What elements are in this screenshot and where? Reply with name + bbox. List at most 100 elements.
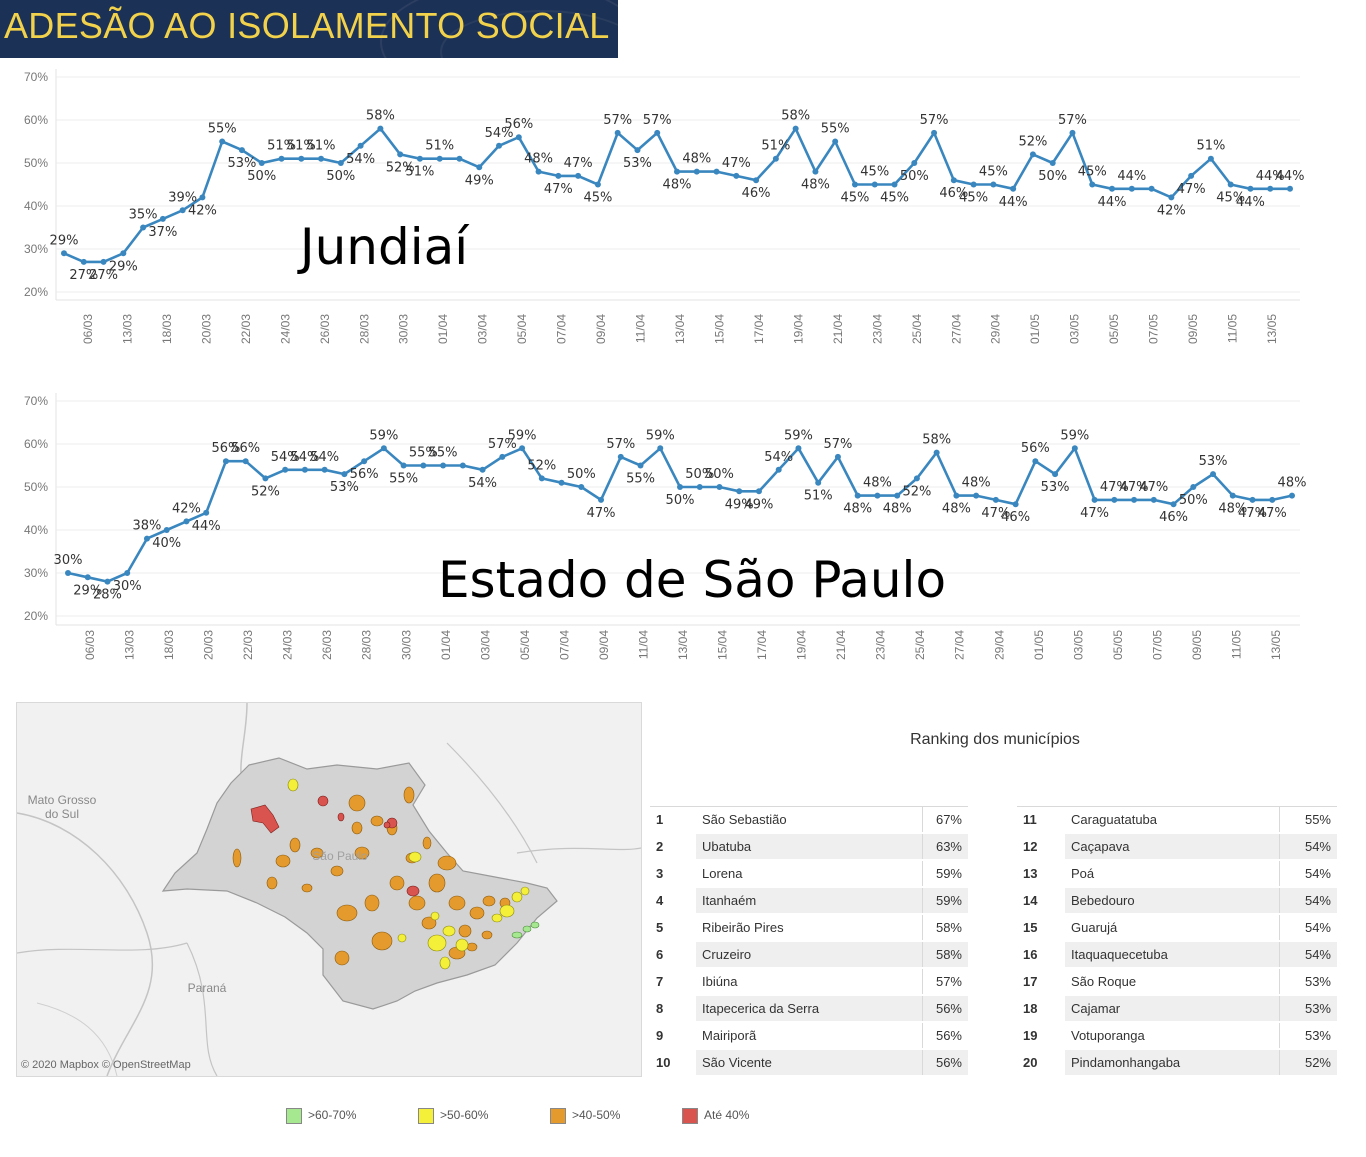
- ranking-percent: 52%: [1278, 1049, 1337, 1077]
- x-tick-label: 30/03: [397, 314, 411, 344]
- data-point: [970, 181, 977, 188]
- data-point: [634, 147, 641, 154]
- data-label: 51%: [761, 139, 790, 154]
- data-point: [1111, 496, 1118, 503]
- data-point: [100, 258, 107, 265]
- ranking-municipality: Itaquaquecetuba: [1065, 941, 1279, 969]
- map-label-sao-paulo: São Paulo: [312, 849, 368, 863]
- x-tick-label: 13/03: [123, 630, 137, 660]
- data-label: 45%: [583, 191, 612, 206]
- data-label: 44%: [1117, 169, 1146, 184]
- data-label: 38%: [133, 519, 162, 534]
- data-label: 28%: [93, 588, 122, 603]
- municipality-map[interactable]: Mato Grosso do Sul São Paulo Paraná © 20…: [16, 702, 642, 1077]
- ranking-municipality: Cruzeiro: [696, 941, 922, 969]
- data-point: [1249, 496, 1256, 503]
- x-tick-label: 23/04: [870, 314, 884, 344]
- y-tick-label: 70%: [24, 394, 48, 408]
- data-point: [1029, 151, 1036, 158]
- data-point: [733, 172, 740, 179]
- x-tick-label: 24/03: [281, 630, 295, 660]
- data-point: [657, 445, 664, 452]
- ranking-title: Ranking dos municípios: [910, 731, 1080, 748]
- data-label: 44%: [1098, 195, 1127, 210]
- data-label: 53%: [1199, 454, 1228, 469]
- ranking-row: 5 Ribeirão Pires 58%: [650, 914, 968, 942]
- legend-item: Até 40%: [682, 1108, 749, 1126]
- data-point: [1128, 185, 1135, 192]
- data-point: [654, 129, 661, 136]
- data-point: [203, 509, 210, 516]
- x-tick-label: 21/04: [831, 314, 845, 344]
- x-tick-label: 30/03: [399, 630, 413, 660]
- ranking-municipality: Cajamar: [1065, 995, 1279, 1023]
- x-tick-label: 22/03: [239, 314, 253, 344]
- sao-paulo-line-chart: 70% 60% 50% 40% 30% 20% 06/03 13/03 18/03 20/03 22…: [24, 393, 1306, 660]
- ranking-percent: 53%: [1278, 1022, 1337, 1050]
- data-label: 47%: [981, 506, 1010, 521]
- ranking-municipality: Lorena: [696, 860, 922, 888]
- data-point: [321, 466, 328, 473]
- data-label: 55%: [626, 472, 655, 487]
- data-point: [933, 449, 940, 456]
- ranking-row: 19 Votuporanga 53%: [1017, 1022, 1337, 1050]
- data-point: [1170, 501, 1177, 508]
- data-label: 58%: [781, 109, 810, 124]
- data-point: [832, 138, 839, 145]
- legend-swatch: [418, 1108, 434, 1124]
- data-label: 57%: [488, 437, 517, 452]
- x-tick-label: 03/05: [1071, 630, 1085, 660]
- ranking-row: 12 Caçapava 54%: [1017, 833, 1337, 861]
- data-point: [637, 462, 644, 469]
- ranking-percent: 63%: [921, 833, 968, 861]
- ranking-percent: 54%: [1278, 887, 1337, 915]
- x-tick-label: 13/05: [1269, 630, 1283, 660]
- data-label: 44%: [192, 519, 221, 534]
- data-label: 47%: [1080, 506, 1109, 521]
- ranking-municipality: Ribeirão Pires: [696, 914, 922, 942]
- data-point: [420, 462, 427, 469]
- x-tick-label: 28/03: [360, 630, 374, 660]
- data-point: [496, 142, 503, 149]
- data-point: [1071, 445, 1078, 452]
- data-point: [282, 466, 289, 473]
- x-tick-label: 05/04: [515, 314, 529, 344]
- x-tick-label: 11/04: [634, 314, 648, 343]
- x-tick-label: 07/05: [1150, 630, 1164, 660]
- data-point: [1109, 185, 1116, 192]
- data-point: [815, 479, 822, 486]
- data-label: 47%: [1238, 506, 1267, 521]
- data-label: 46%: [1159, 510, 1188, 525]
- data-point: [242, 458, 249, 465]
- data-point: [397, 151, 404, 158]
- ranking-municipality: Caçapava: [1065, 833, 1279, 861]
- ranking-rank: 16: [1017, 941, 1065, 969]
- data-label: 27%: [89, 268, 118, 283]
- data-label: 44%: [1256, 169, 1285, 184]
- data-label: 57%: [1058, 113, 1087, 128]
- ranking-municipality: São Sebastião: [696, 806, 922, 834]
- data-point: [1131, 496, 1138, 503]
- ranking-row: 6 Cruzeiro 58%: [650, 941, 968, 969]
- data-point: [124, 570, 131, 576]
- data-point: [456, 155, 463, 162]
- data-point: [1210, 471, 1217, 478]
- x-tick-label: 01/04: [439, 630, 453, 660]
- data-label: 35%: [129, 208, 158, 223]
- data-point: [851, 181, 858, 188]
- ranking-rank: 11: [1017, 806, 1065, 834]
- legend-label: >40-50%: [572, 1108, 621, 1123]
- map-attribution[interactable]: © 2020 Mapbox © OpenStreetMap: [21, 1059, 191, 1071]
- data-label: 29%: [73, 583, 102, 598]
- data-point: [1091, 496, 1098, 503]
- ranking-municipality: Poá: [1065, 860, 1279, 888]
- ranking-municipality: Itanhaém: [696, 887, 922, 915]
- ranking-percent: 56%: [921, 995, 968, 1023]
- data-point: [341, 471, 348, 478]
- ranking-rank: 1: [650, 806, 696, 834]
- data-point: [1049, 160, 1056, 166]
- data-point: [1267, 185, 1274, 192]
- data-label: 52%: [527, 458, 556, 473]
- x-tick-label: 01/05: [1028, 314, 1042, 344]
- x-tick-label: 18/03: [162, 630, 176, 660]
